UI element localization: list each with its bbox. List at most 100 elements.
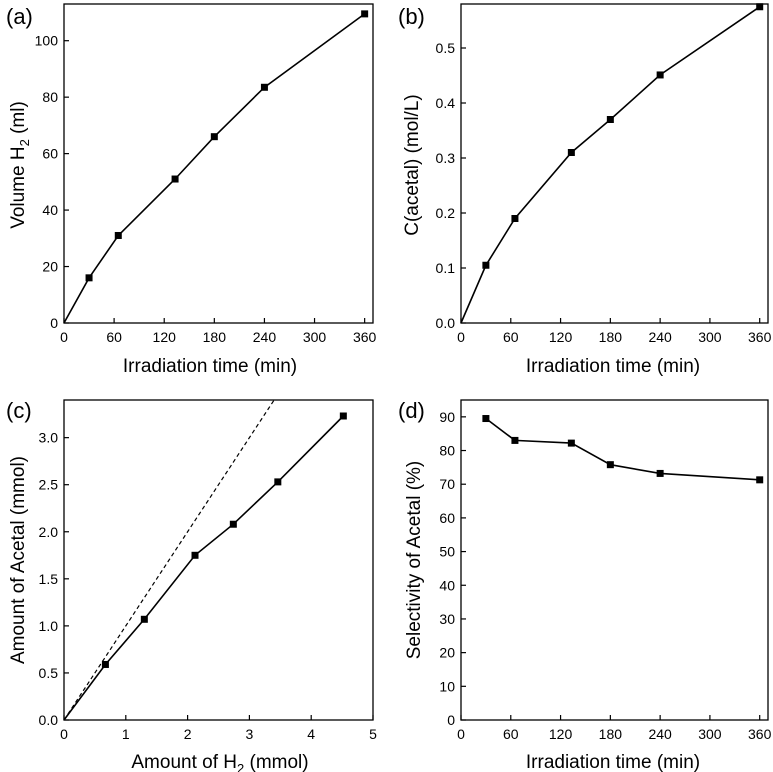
plot-frame	[63, 3, 374, 324]
panel-c: (c) 0 1 2 3 4 5 0.0 0.5 1.0 1.5 2.0 2.5 3.0 Amount of …	[6, 398, 377, 772]
data-point-marker	[210, 133, 218, 141]
x-tick-label: 0	[457, 329, 465, 345]
data-point-marker	[756, 476, 764, 484]
series-line	[460, 6, 761, 324]
y-tick-label: 80	[439, 443, 455, 459]
x-tick-label: 60	[503, 329, 519, 345]
y-tick-label: 10	[439, 678, 455, 694]
x-tick-label: 300	[698, 329, 722, 345]
plot-frame	[63, 399, 374, 721]
data-point-marker	[361, 10, 369, 18]
y-axis-label: Volume H2 (ml)	[8, 101, 32, 229]
x-tick-label: 60	[503, 726, 519, 742]
y-tick-label: 20	[439, 645, 455, 661]
y-tick-label: 0.4	[436, 95, 456, 111]
plot-frame	[460, 3, 769, 324]
data-point-marker	[171, 175, 179, 183]
y-tick-label: 0.3	[436, 150, 456, 166]
y-tick-label: 0	[447, 712, 455, 728]
plot-frame	[460, 399, 769, 721]
panel-d: (d) 0 60 120 180 240 300 360 0 10 20 30 40 50 60 70 80 90…	[398, 398, 772, 772]
x-tick-label: 120	[153, 329, 177, 345]
x-tick-label: 120	[549, 329, 573, 345]
data-point-marker	[656, 469, 664, 477]
data-point-marker	[260, 83, 268, 91]
data-point-marker	[606, 116, 614, 123]
x-tick-label: 4	[307, 726, 315, 742]
data-point-marker	[229, 520, 237, 528]
y-tick-label: 2.0	[39, 524, 59, 540]
x-tick-label: 180	[599, 726, 623, 742]
x-axis-label: Irradiation time (min)	[526, 752, 700, 772]
y-tick-label: 3.0	[39, 430, 59, 446]
y-tick-label: 1.5	[39, 571, 59, 587]
y-tick-label: 50	[439, 544, 455, 560]
reference-line-dashed	[63, 399, 275, 721]
data-point-marker	[114, 231, 122, 239]
y-tick-label: 20	[42, 259, 58, 275]
y-tick-label: 1.0	[39, 618, 59, 634]
data-point-marker	[85, 274, 93, 282]
x-tick-label: 180	[203, 329, 227, 345]
data-point-marker	[511, 215, 519, 222]
data-point-marker	[482, 415, 490, 423]
y-tick-label: 60	[42, 146, 58, 162]
x-tick-label: 300	[303, 329, 327, 345]
data-point-marker	[656, 71, 664, 79]
x-tick-label: 360	[353, 329, 377, 345]
y-tick-label: 30	[439, 611, 455, 627]
x-tick-label: 0	[60, 726, 68, 742]
series-line	[63, 415, 344, 721]
data-point-marker	[482, 261, 490, 269]
x-tick-label: 300	[698, 726, 722, 742]
panel-b: (b) 0 60 120 180 240 300 360 0.0 0.1 0.2 0.3 0.4 0.5 I…	[398, 3, 772, 377]
x-tick-label: 2	[184, 726, 192, 742]
data-point-marker	[101, 660, 109, 668]
x-tick-label: 5	[369, 726, 377, 742]
y-axis-label: C(acetal) (mol/L)	[402, 94, 423, 235]
x-tick-label: 360	[748, 726, 772, 742]
x-axis-label: Irradiation time (min)	[123, 356, 297, 377]
x-axis-label: Amount of H2 (mmol)	[131, 752, 308, 772]
data-point-marker	[606, 461, 614, 469]
y-tick-label: 0	[50, 315, 58, 331]
panel-a: (a) 0 60 120 180 240 300 360 0 20 40 60 80 100 Irradia…	[6, 3, 377, 377]
data-point-marker	[191, 551, 199, 559]
y-tick-label: 60	[439, 510, 455, 526]
series-line	[485, 417, 760, 481]
x-tick-label: 240	[648, 726, 672, 742]
x-tick-label: 1	[122, 726, 130, 742]
panel-label: (c)	[6, 398, 32, 423]
x-tick-label: 0	[60, 329, 68, 345]
x-tick-label: 360	[748, 329, 772, 345]
data-point-marker	[756, 3, 764, 11]
y-tick-label: 0.0	[39, 712, 59, 728]
y-tick-label: 40	[439, 577, 455, 593]
y-tick-label: 0.5	[436, 40, 456, 56]
panel-label: (d)	[398, 398, 425, 423]
panel-label: (a)	[6, 4, 33, 29]
data-point-marker	[339, 412, 347, 420]
x-axis-label: Irradiation time (min)	[526, 356, 700, 377]
series-line	[63, 13, 366, 324]
y-tick-label: 0.0	[436, 315, 456, 331]
y-axis-label: Amount of Acetal (mmol)	[8, 456, 29, 664]
data-point-marker	[567, 439, 575, 447]
x-tick-label: 0	[457, 726, 465, 742]
data-point-marker	[140, 615, 148, 623]
x-tick-label: 240	[648, 329, 672, 345]
y-tick-label: 90	[439, 409, 455, 425]
y-tick-label: 80	[42, 89, 58, 105]
y-tick-label: 70	[439, 476, 455, 492]
data-point-marker	[567, 149, 575, 156]
x-tick-label: 120	[549, 726, 573, 742]
x-tick-label: 3	[246, 726, 254, 742]
y-tick-label: 0.2	[436, 205, 456, 221]
x-tick-label: 180	[599, 329, 623, 345]
panel-label: (b)	[398, 4, 425, 29]
y-tick-label: 0.5	[39, 665, 59, 681]
y-tick-label: 100	[35, 33, 59, 49]
data-point-marker	[511, 436, 519, 444]
x-tick-label: 60	[106, 329, 122, 345]
